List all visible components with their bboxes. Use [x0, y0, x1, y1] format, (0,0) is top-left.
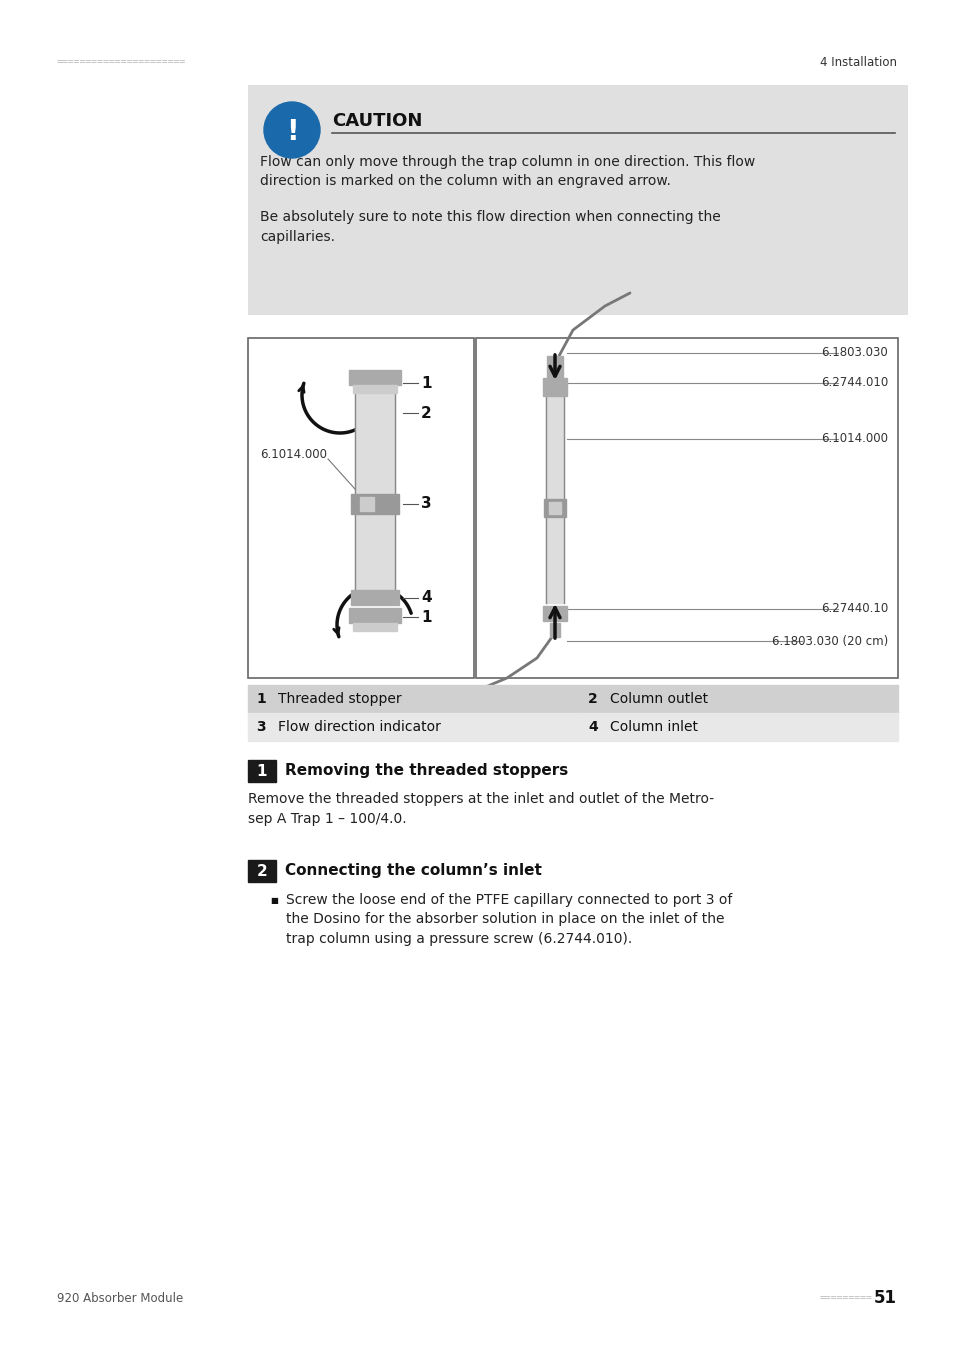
Text: Removing the threaded stoppers: Removing the threaded stoppers — [285, 764, 568, 779]
Text: Flow can only move through the trap column in one direction. This flow
direction: Flow can only move through the trap colu… — [260, 155, 755, 189]
Bar — [542, 378, 566, 396]
Bar — [349, 608, 400, 622]
Bar — [542, 606, 566, 621]
Text: Be absolutely sure to note this flow direction when connecting the
capillaries.: Be absolutely sure to note this flow dir… — [260, 211, 720, 243]
FancyBboxPatch shape — [248, 85, 907, 315]
Text: 1: 1 — [255, 693, 266, 706]
Text: 2: 2 — [420, 405, 432, 420]
Bar — [351, 590, 398, 605]
Bar — [353, 385, 396, 393]
Circle shape — [264, 103, 319, 158]
Text: 6.27440.10: 6.27440.10 — [820, 602, 887, 616]
Bar — [355, 393, 395, 590]
Text: 6.1803.030 (20 cm): 6.1803.030 (20 cm) — [771, 634, 887, 648]
Bar — [353, 622, 396, 630]
Bar — [548, 502, 560, 514]
Text: 1: 1 — [256, 764, 267, 779]
Text: Flow direction indicator: Flow direction indicator — [277, 720, 440, 734]
Text: CAUTION: CAUTION — [332, 112, 422, 130]
Text: 2: 2 — [256, 864, 267, 879]
Text: 6.1803.030: 6.1803.030 — [821, 347, 887, 359]
Bar — [349, 370, 400, 385]
Text: Column outlet: Column outlet — [609, 693, 707, 706]
Bar — [579, 684, 897, 713]
Text: 51: 51 — [873, 1289, 896, 1307]
Bar — [543, 500, 565, 517]
Text: 6.1014.000: 6.1014.000 — [260, 447, 327, 460]
Text: Remove the threaded stoppers at the inlet and outlet of the Metro-
sep A Trap 1 : Remove the threaded stoppers at the inle… — [248, 792, 714, 825]
Bar — [550, 622, 559, 637]
Bar — [545, 396, 563, 603]
Text: 1: 1 — [420, 375, 431, 390]
Text: !: ! — [285, 117, 298, 146]
Bar — [546, 356, 562, 378]
Text: 4: 4 — [587, 720, 598, 734]
Bar — [248, 860, 275, 882]
Text: 3: 3 — [420, 497, 431, 512]
Text: Threaded stopper: Threaded stopper — [277, 693, 401, 706]
FancyBboxPatch shape — [248, 338, 474, 678]
Text: Connecting the column’s inlet: Connecting the column’s inlet — [285, 864, 541, 879]
Text: 3: 3 — [255, 720, 265, 734]
Bar — [248, 760, 275, 782]
Text: Screw the loose end of the PTFE capillary connected to port 3 of
the Dosino for : Screw the loose end of the PTFE capillar… — [286, 892, 732, 946]
Text: ■: ■ — [270, 896, 277, 905]
Text: 6.2744.010: 6.2744.010 — [820, 377, 887, 390]
FancyBboxPatch shape — [476, 338, 897, 678]
Bar — [359, 497, 374, 512]
Bar — [248, 684, 579, 713]
Bar — [579, 713, 897, 741]
Bar — [351, 494, 398, 514]
Text: ======================: ====================== — [57, 57, 186, 68]
Bar — [248, 713, 579, 741]
Text: 4: 4 — [420, 590, 431, 606]
Text: 2: 2 — [587, 693, 598, 706]
Text: 920 Absorber Module: 920 Absorber Module — [57, 1292, 183, 1304]
Text: =========: ========= — [820, 1293, 872, 1303]
Text: 4 Installation: 4 Installation — [820, 55, 896, 69]
Text: 6.1014.000: 6.1014.000 — [821, 432, 887, 446]
Text: Column inlet: Column inlet — [609, 720, 698, 734]
Text: 1: 1 — [420, 609, 431, 625]
